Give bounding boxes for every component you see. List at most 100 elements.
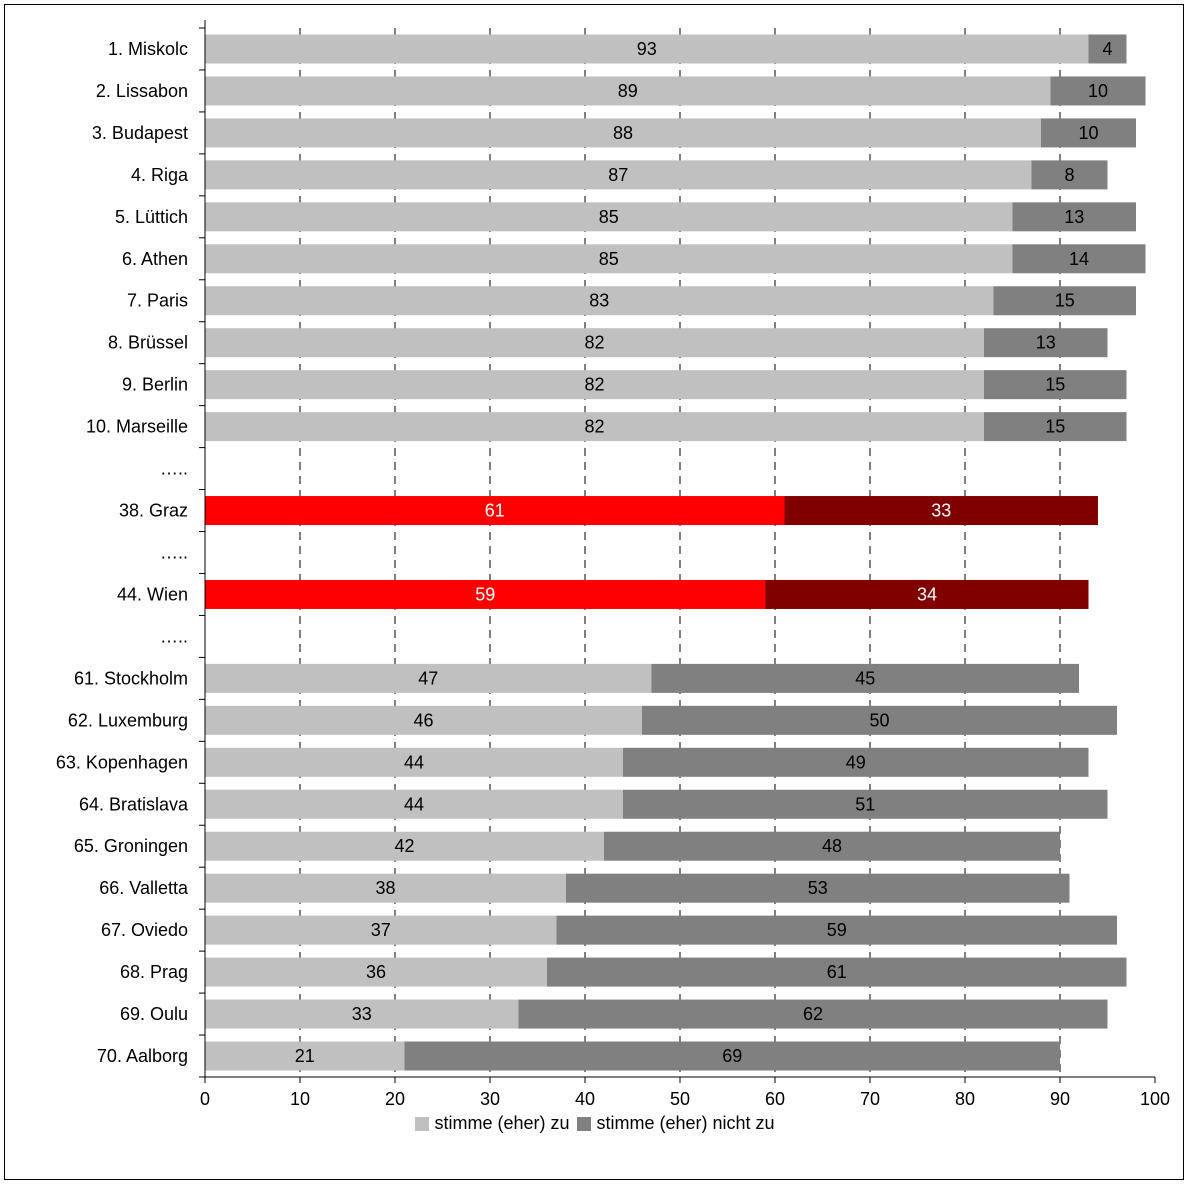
data-label-agree: 37 bbox=[371, 920, 391, 940]
data-label-agree: 82 bbox=[584, 417, 604, 437]
bar-disagree bbox=[1031, 160, 1108, 190]
bar-disagree bbox=[642, 705, 1117, 735]
x-tick-label: 60 bbox=[765, 1089, 785, 1109]
bar-agree bbox=[205, 999, 519, 1029]
bar-agree bbox=[205, 1041, 405, 1071]
bar-agree bbox=[205, 370, 984, 400]
data-label-disagree: 13 bbox=[1036, 333, 1056, 353]
bar-agree bbox=[205, 286, 994, 316]
bar-disagree bbox=[1041, 118, 1136, 148]
category-label: ….. bbox=[160, 459, 188, 479]
bar-agree bbox=[205, 663, 652, 693]
bar-disagree bbox=[623, 747, 1089, 777]
category-label: 62. Luxemburg bbox=[68, 710, 188, 730]
category-label: 67. Oviedo bbox=[101, 920, 188, 940]
legend-item-agree: stimme (eher) zu bbox=[415, 1113, 569, 1134]
legend-item-disagree: stimme (eher) nicht zu bbox=[577, 1113, 775, 1134]
bar-agree bbox=[205, 705, 642, 735]
data-label-agree: 83 bbox=[589, 291, 609, 311]
data-label-disagree: 4 bbox=[1102, 39, 1112, 59]
data-label-disagree: 49 bbox=[846, 752, 866, 772]
category-label: 69. Oulu bbox=[120, 1004, 188, 1024]
x-tick-label: 30 bbox=[480, 1089, 500, 1109]
bar-disagree bbox=[1050, 76, 1146, 106]
bar-disagree bbox=[651, 663, 1079, 693]
category-label: 63. Kopenhagen bbox=[56, 752, 188, 772]
x-tick-label: 10 bbox=[290, 1089, 310, 1109]
x-tick-label: 80 bbox=[955, 1089, 975, 1109]
data-label-disagree: 45 bbox=[855, 668, 875, 688]
data-label-agree: 85 bbox=[599, 207, 619, 227]
data-label-disagree: 15 bbox=[1055, 291, 1075, 311]
legend-label-agree: stimme (eher) zu bbox=[434, 1113, 570, 1133]
bar-disagree bbox=[984, 370, 1127, 400]
category-label: 6. Athen bbox=[122, 249, 188, 269]
bar-disagree bbox=[984, 412, 1127, 442]
bar-disagree bbox=[784, 496, 1098, 526]
data-label-agree: 89 bbox=[618, 81, 638, 101]
legend-label-disagree: stimme (eher) nicht zu bbox=[596, 1113, 775, 1133]
bar-disagree bbox=[1012, 202, 1136, 232]
x-tick-label: 20 bbox=[385, 1089, 405, 1109]
data-label-disagree: 48 bbox=[822, 836, 842, 856]
bar-agree bbox=[205, 579, 766, 609]
bar-disagree bbox=[623, 789, 1108, 819]
data-label-agree: 21 bbox=[295, 1046, 315, 1066]
data-label-agree: 85 bbox=[599, 249, 619, 269]
bar-agree bbox=[205, 34, 1089, 64]
bar-agree bbox=[205, 412, 984, 442]
x-tick-label: 90 bbox=[1050, 1089, 1070, 1109]
category-label: 3. Budapest bbox=[92, 123, 188, 143]
data-label-disagree: 15 bbox=[1045, 375, 1065, 395]
bar-agree bbox=[205, 496, 785, 526]
category-label: 38. Graz bbox=[119, 501, 188, 521]
legend-swatch-disagree bbox=[577, 1116, 592, 1131]
category-label: 65. Groningen bbox=[74, 836, 188, 856]
category-label: 44. Wien bbox=[117, 584, 188, 604]
data-label-agree: 36 bbox=[366, 962, 386, 982]
data-label-disagree: 53 bbox=[808, 878, 828, 898]
data-label-agree: 42 bbox=[394, 836, 414, 856]
bar-disagree bbox=[604, 831, 1060, 861]
data-label-agree: 82 bbox=[584, 375, 604, 395]
bar-disagree bbox=[993, 286, 1136, 316]
data-label-agree: 59 bbox=[475, 584, 495, 604]
data-label-agree: 47 bbox=[418, 668, 438, 688]
data-label-disagree: 10 bbox=[1088, 81, 1108, 101]
data-label-agree: 44 bbox=[404, 752, 424, 772]
data-label-disagree: 14 bbox=[1069, 249, 1089, 269]
data-label-disagree: 33 bbox=[931, 501, 951, 521]
data-label-agree: 88 bbox=[613, 123, 633, 143]
bar-disagree bbox=[556, 915, 1117, 945]
category-label: ….. bbox=[160, 543, 188, 563]
bar-agree bbox=[205, 118, 1041, 148]
x-tick-label: 50 bbox=[670, 1089, 690, 1109]
data-label-disagree: 50 bbox=[869, 710, 889, 730]
data-label-disagree: 69 bbox=[722, 1046, 742, 1066]
bar-disagree bbox=[1088, 34, 1127, 64]
chart-frame bbox=[4, 4, 1184, 1180]
bar-disagree bbox=[518, 999, 1108, 1029]
category-label: 68. Prag bbox=[120, 962, 188, 982]
category-label: 1. Miskolc bbox=[108, 39, 188, 59]
bar-agree bbox=[205, 747, 623, 777]
category-label: 61. Stockholm bbox=[74, 668, 188, 688]
data-label-disagree: 61 bbox=[827, 962, 847, 982]
bar-agree bbox=[205, 328, 984, 358]
data-label-disagree: 13 bbox=[1064, 207, 1084, 227]
data-label-disagree: 51 bbox=[855, 794, 875, 814]
category-label: 8. Brüssel bbox=[108, 333, 188, 353]
legend-swatch-agree bbox=[415, 1116, 430, 1131]
category-label: 4. Riga bbox=[131, 165, 189, 185]
bar-disagree bbox=[547, 957, 1127, 987]
data-label-disagree: 15 bbox=[1045, 417, 1065, 437]
x-tick-label: 70 bbox=[860, 1089, 880, 1109]
category-label: 2. Lissabon bbox=[96, 81, 188, 101]
bar-disagree bbox=[566, 873, 1070, 903]
legend: stimme (eher) zu stimme (eher) nicht zu bbox=[0, 1113, 1190, 1134]
category-label: 70. Aalborg bbox=[97, 1046, 188, 1066]
category-label: 9. Berlin bbox=[122, 375, 188, 395]
data-label-disagree: 8 bbox=[1064, 165, 1074, 185]
bar-agree bbox=[205, 76, 1051, 106]
bar-agree bbox=[205, 873, 566, 903]
